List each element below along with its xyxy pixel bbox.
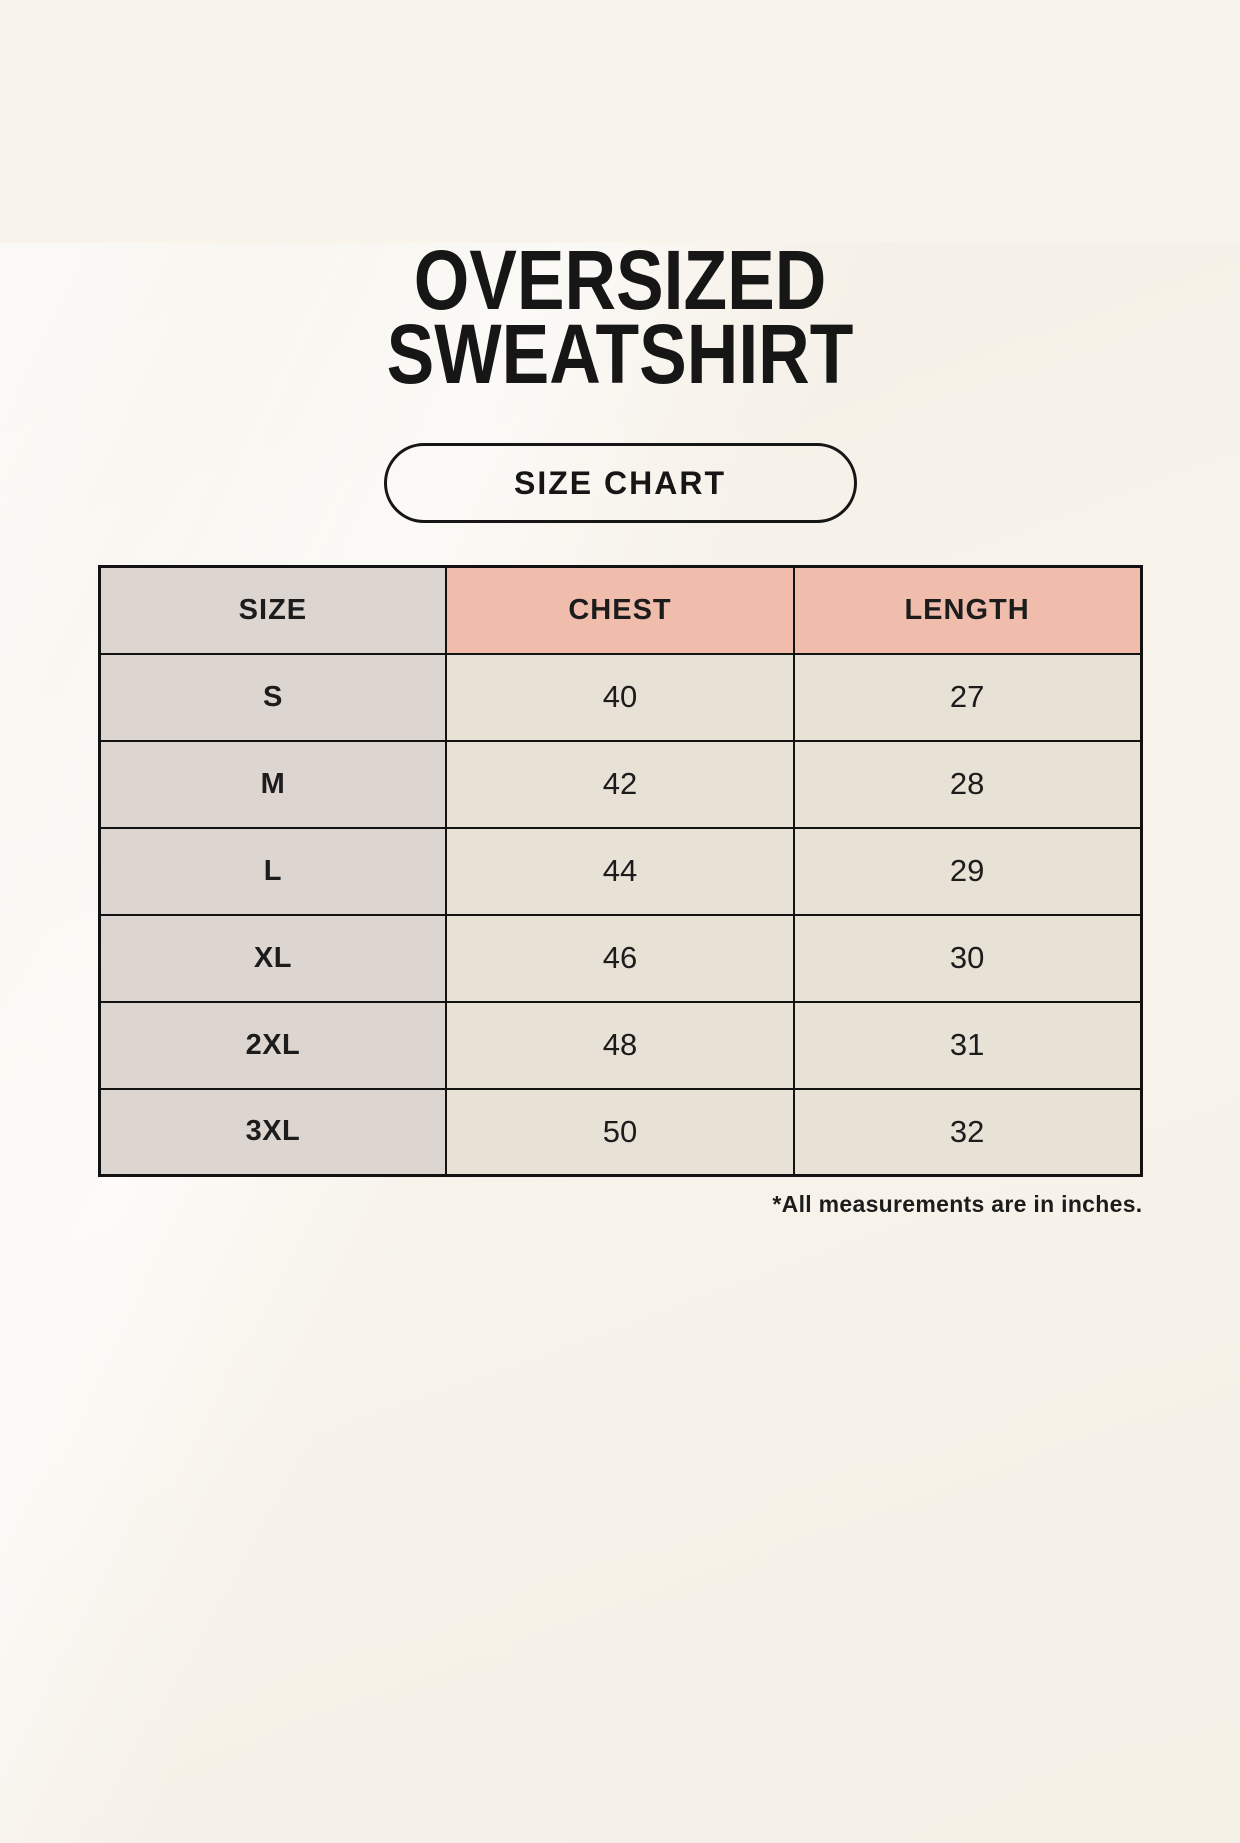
page-title: OVERSIZED SWEATSHIRT [93, 238, 1147, 396]
size-chart-badge-label: SIZE CHART [514, 464, 726, 501]
size-cell: 3XL [97, 1087, 448, 1177]
measurements-footnote: *All measurements are in inches. [772, 1191, 1143, 1217]
length-cell: 27 [792, 652, 1143, 742]
column-header-length: LENGTH [792, 565, 1143, 655]
chest-cell: 40 [445, 652, 795, 742]
size-chart-badge: SIZE CHART [383, 443, 857, 523]
size-cell: 2XL [97, 1000, 448, 1090]
length-cell: 31 [792, 1000, 1143, 1090]
title-line-2: SWEATSHIRT [386, 307, 854, 401]
table-row-m: M 42 28 [97, 739, 1143, 829]
column-header-chest: CHEST [445, 565, 795, 655]
table-header-row: SIZE CHEST LENGTH [97, 565, 1143, 655]
chest-cell: 48 [445, 1000, 795, 1090]
size-chart-poster: OVERSIZED SWEATSHIRT SIZE CHART SIZE CHES… [0, 238, 1240, 1218]
table-row-2xl: 2XL 48 31 [97, 1000, 1143, 1090]
size-cell: XL [97, 913, 448, 1003]
size-cell: S [97, 652, 448, 742]
chest-cell: 42 [445, 739, 795, 829]
table-row-xl: XL 46 30 [97, 913, 1143, 1003]
length-cell: 30 [792, 913, 1143, 1003]
size-table: SIZE CHEST LENGTH S 40 27 M 42 28 L 44 2… [97, 565, 1143, 1177]
column-header-size: SIZE [97, 565, 448, 655]
title-line-1: OVERSIZED [413, 233, 827, 327]
size-cell: L [97, 826, 448, 916]
chest-cell: 44 [445, 826, 795, 916]
chest-cell: 46 [445, 913, 795, 1003]
chest-cell: 50 [445, 1087, 795, 1177]
length-cell: 32 [792, 1087, 1143, 1177]
table-row-s: S 40 27 [97, 652, 1143, 742]
length-cell: 29 [792, 826, 1143, 916]
size-cell: M [97, 739, 448, 829]
table-row-l: L 44 29 [97, 826, 1143, 916]
table-row-3xl: 3XL 50 32 [97, 1087, 1143, 1177]
length-cell: 28 [792, 739, 1143, 829]
